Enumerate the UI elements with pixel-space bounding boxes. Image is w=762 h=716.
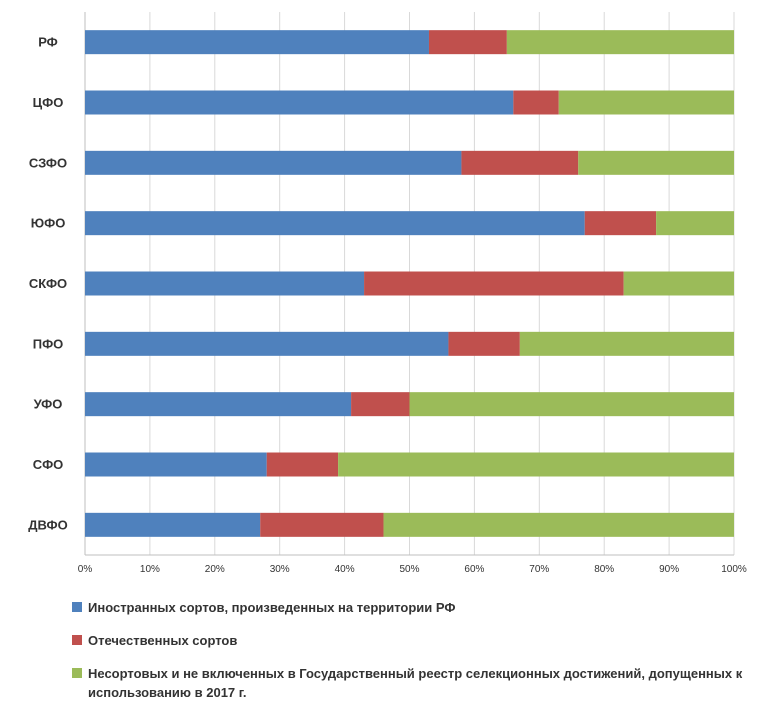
category-label: СФО: [33, 457, 64, 472]
bar-segment-2: [584, 211, 657, 236]
x-tick-label: 100%: [721, 564, 747, 575]
category-label: ДВФО: [28, 517, 68, 532]
bar-segment-3: [578, 150, 734, 175]
bar-segment-1: [85, 90, 514, 115]
legend: Иностранных сортов, произведенных на тер…: [72, 598, 752, 716]
legend-label-domestic: Отечественных сортов: [88, 633, 238, 648]
category-label: ПФО: [33, 336, 64, 351]
legend-item-non-varietal: Несортовых и не включенных в Государстве…: [72, 664, 752, 702]
bar-segment-2: [364, 271, 624, 296]
category-label: ЮФО: [31, 216, 66, 231]
category-labels: РФ ЦФО СЗФО ЮФО СКФО ПФО УФО СФО ДВФО: [28, 35, 68, 533]
x-tick-label: 30%: [270, 564, 290, 575]
x-tick-labels: 0% 10% 20% 30% 40% 50% 60% 70% 80% 90% 100%: [78, 564, 747, 575]
bar-segment-2: [351, 392, 410, 417]
legend-item-foreign: Иностранных сортов, произведенных на тер…: [72, 598, 752, 617]
x-tick-label: 20%: [205, 564, 225, 575]
x-tick-label: 50%: [399, 564, 419, 575]
bar-segment-3: [558, 90, 734, 115]
bar-segment-2: [513, 90, 559, 115]
bar-segment-2: [266, 452, 339, 477]
category-label: УФО: [34, 397, 63, 412]
x-tick-label: 0%: [78, 564, 93, 575]
x-tick-label: 90%: [659, 564, 679, 575]
legend-swatch-non-varietal: [72, 668, 82, 678]
x-tick-label: 60%: [464, 564, 484, 575]
legend-swatch-domestic: [72, 635, 82, 645]
bar-segment-1: [85, 452, 267, 477]
bar-segment-1: [85, 512, 261, 537]
bar-segment-3: [506, 30, 734, 55]
legend-label-non-varietal: Несортовых и не включенных в Государстве…: [88, 666, 743, 700]
bar-segment-3: [656, 211, 734, 236]
x-tick-label: 70%: [529, 564, 549, 575]
bar-segment-1: [85, 392, 352, 417]
bar-group: [85, 30, 734, 537]
category-label: ЦФО: [33, 95, 64, 110]
bar-segment-2: [260, 512, 384, 537]
legend-swatch-foreign: [72, 602, 82, 612]
bar-segment-3: [623, 271, 734, 296]
legend-item-domestic: Отечественных сортов: [72, 631, 752, 650]
x-tick-label: 40%: [335, 564, 355, 575]
bar-segment-1: [85, 150, 462, 175]
stacked-bar-chart: РФ ЦФО СЗФО ЮФО СКФО ПФО УФО СФО ДВФО 0% 10% 20% 30…: [28, 12, 747, 575]
bar-segment-1: [85, 30, 429, 55]
bar-segment-3: [519, 331, 734, 356]
bar-segment-3: [383, 512, 734, 537]
bar-segment-2: [461, 150, 579, 175]
bar-segment-2: [448, 331, 520, 356]
bar-segment-3: [338, 452, 734, 477]
x-tick-label: 80%: [594, 564, 614, 575]
bar-segment-3: [409, 392, 734, 417]
category-label: РФ: [38, 35, 58, 50]
category-label: СКФО: [29, 276, 67, 291]
category-label: СЗФО: [29, 155, 67, 170]
bar-segment-1: [85, 271, 365, 296]
bar-segment-2: [428, 30, 507, 55]
x-tick-label: 10%: [140, 564, 160, 575]
legend-label-foreign: Иностранных сортов, произведенных на тер…: [88, 600, 456, 615]
bar-segment-1: [85, 211, 585, 236]
bar-segment-1: [85, 331, 449, 356]
